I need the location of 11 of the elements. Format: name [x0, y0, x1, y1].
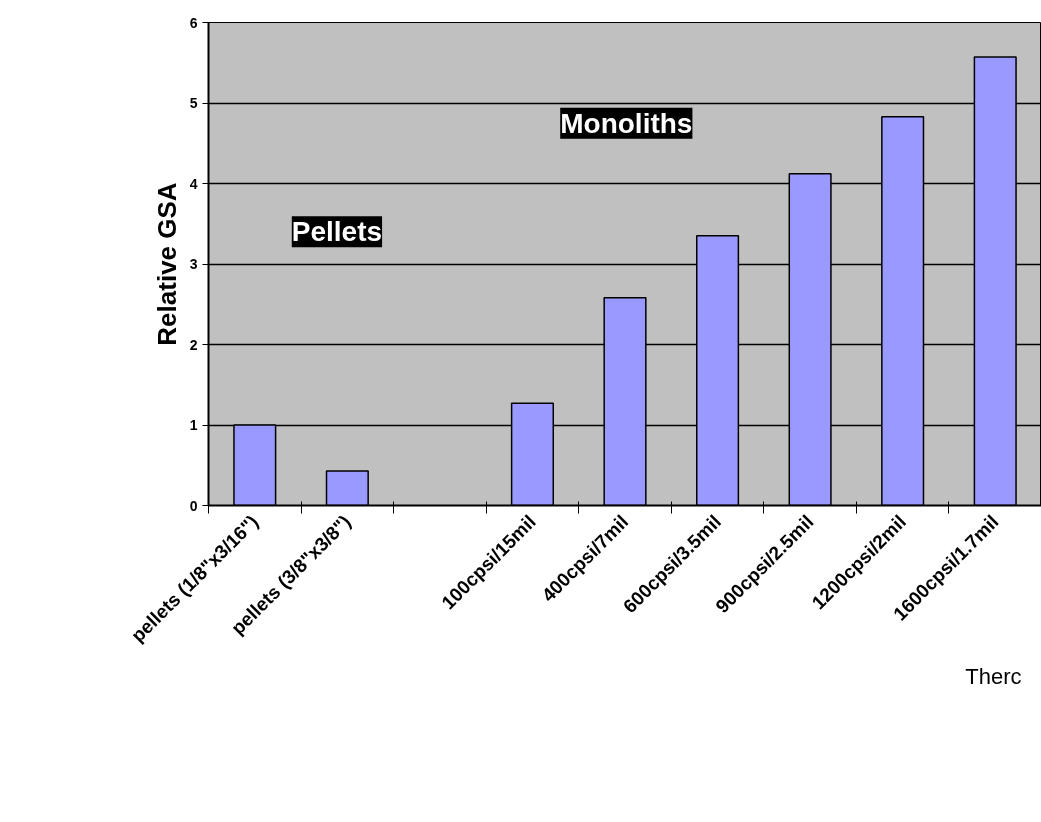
- y-tick-label: 0: [189, 497, 198, 514]
- y-tick-label: 3: [189, 256, 198, 272]
- annotation: Monoliths: [560, 107, 693, 139]
- y-tick-label: 2: [189, 336, 198, 353]
- y-tick-label: 1: [189, 417, 198, 433]
- y-tick-label: 5: [189, 95, 198, 111]
- y-tick-label: 6: [189, 14, 198, 31]
- text: Therc: [965, 663, 1022, 689]
- y-tick-label: 4: [189, 175, 198, 192]
- annotation: Pellets: [291, 216, 383, 248]
- y-axis-title: Relative GSA: [151, 182, 182, 346]
